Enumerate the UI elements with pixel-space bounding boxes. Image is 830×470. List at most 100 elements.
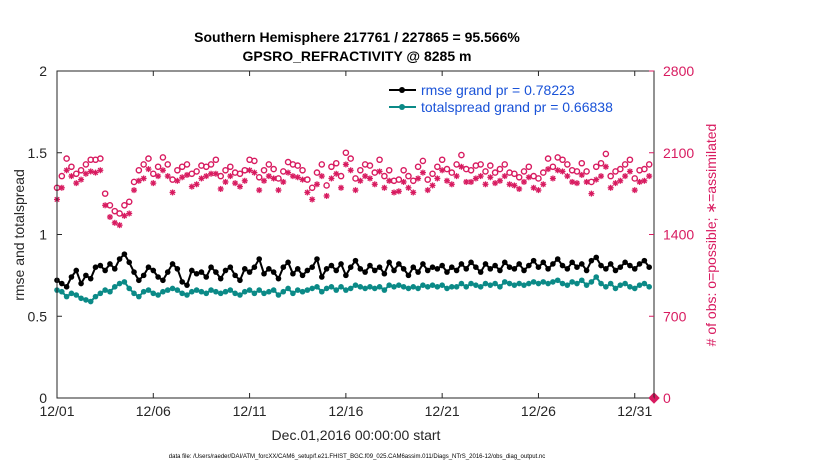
obs-possible-point [308,184,316,192]
obs-possible-point [159,154,167,161]
totalspread-point [396,282,402,288]
totalspread-point [400,284,407,290]
rmse-point [420,261,426,267]
totalspread-point [559,280,566,287]
obs-possible-point [145,155,152,162]
obs-assimilated-point [607,184,614,191]
obs-assimilated-point [598,173,605,180]
rmse-point [73,267,80,274]
obs-assimilated-point [342,161,349,168]
obs-possible-point [616,165,624,173]
obs-assimilated-point [424,187,431,194]
rmse-point [140,272,147,279]
totalspread-point [232,290,238,297]
obs-possible-point [270,165,277,173]
rmse-point [208,264,214,271]
obs-assimilated-point [106,213,113,220]
obs-assimilated-point [289,173,296,180]
totalspread-point [338,284,344,290]
rmse-point [169,261,176,267]
totalspread-point [357,284,364,290]
obs-possible-point [395,176,403,183]
rmse-point [107,261,113,267]
obs-assimilated-point [492,180,499,187]
totalspread-point [516,280,522,287]
legend-rmse-label: rmse grand pr = 0.78223 [421,82,575,98]
rmse-point [102,267,108,274]
totalspread-point [530,279,537,285]
totalspread-point [343,287,349,293]
rmse-point [241,266,248,272]
totalspread-point [578,277,585,284]
rmse-point [232,272,238,279]
obs-possible-point [626,156,634,164]
rmse-point [328,262,335,269]
rmse-point [400,266,407,272]
totalspread-point [111,284,118,290]
rmse-point [636,261,643,267]
rmse-point [376,264,383,271]
totalspread-point [126,285,133,292]
obs-assimilated-point [573,180,580,187]
rmse-point [314,256,320,262]
obs-assimilated-point [357,177,364,184]
rmse-point [198,269,205,275]
totalspread-point [164,287,171,293]
rmse-point [290,270,296,277]
obs-assimilated-point [102,202,109,209]
rmse-point [155,274,161,280]
obs-assimilated-point [468,178,475,185]
totalspread-point [458,280,465,287]
totalspread-point [603,284,609,290]
obs-possible-point [535,175,542,182]
x-tick-label: 12/21 [425,403,460,419]
obs-possible-point [487,162,494,169]
totalspread-point [473,282,479,288]
obs-possible-point [337,172,345,180]
rmse-point [598,262,604,269]
obs-assimilated-point [439,167,446,174]
obs-assimilated-point [318,173,325,180]
totalspread-point [420,282,426,288]
obs-possible-point [357,166,364,174]
obs-possible-point [544,155,552,162]
rmse-point [622,259,628,266]
x-tick-label: 12/06 [136,403,171,419]
obs-assimilated-point [280,178,287,185]
rmse-point [68,274,75,280]
totalspread-point [444,285,450,292]
rmse-point [458,261,465,267]
obs-possible-point [101,190,109,197]
x-tick-label: 12/31 [617,403,652,419]
obs-possible-point [77,166,85,174]
rmse-point [222,267,229,274]
totalspread-point [155,292,161,298]
rmse-point [184,282,190,288]
totalspread-point [535,280,542,287]
obs-assimilated-point [617,177,624,184]
obs-assimilated-point [285,169,292,176]
obs-assimilated-point [511,182,518,189]
totalspread-point [588,279,595,285]
rmse-point [578,261,585,267]
obs-possible-point [501,161,509,168]
obs-possible-point [525,163,533,171]
obs-assimilated-point [612,180,619,187]
obs-assimilated-point [549,175,556,182]
obs-assimilated-point [386,177,393,184]
rmse-point [203,274,210,280]
rmse-series [54,251,652,290]
obs-assimilated-point [405,184,412,191]
obs-assimilated-point [501,173,508,180]
rmse-point [217,275,224,282]
totalspread-point [646,284,652,290]
obs-possible-point [434,163,441,171]
obs-possible-point [645,161,653,168]
totalspread-point [540,279,547,285]
totalspread-point [87,298,94,305]
totalspread-point [227,287,234,293]
obs-assimilated-point [87,168,94,175]
totalspread-point [68,290,75,297]
rmse-point [424,267,431,274]
obs-assimilated-point [121,212,128,219]
